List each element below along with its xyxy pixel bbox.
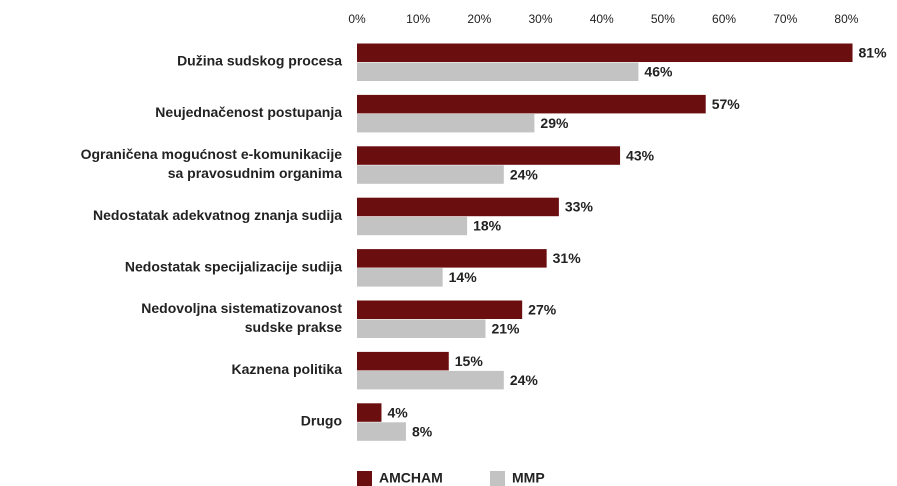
bar — [357, 216, 468, 236]
legend-swatch — [357, 471, 372, 486]
value-label: 31% — [553, 250, 582, 266]
category-label: Ograničena mogućnost e-komunikacije — [81, 146, 343, 162]
category-label: Neujednačenost postupanja — [155, 104, 342, 120]
value-label: 4% — [387, 404, 408, 420]
category-label: Nedostatak specijalizacije sudija — [125, 258, 342, 274]
value-label: 33% — [565, 199, 594, 215]
category-label: sudske prakse — [245, 319, 342, 335]
bar — [357, 300, 523, 319]
category-label: Dužina sudskog procesa — [177, 53, 342, 69]
bar — [357, 268, 443, 287]
category-label: Nedovoljna sistematizovanost — [141, 300, 342, 316]
category-label: Kaznena politika — [232, 361, 343, 377]
x-tick-label: 60% — [712, 12, 736, 26]
category-label: Drugo — [301, 413, 342, 429]
value-label: 18% — [473, 218, 502, 234]
bar — [357, 165, 504, 184]
value-label: 14% — [449, 269, 478, 285]
value-label: 43% — [626, 147, 655, 163]
legend-label: AMCHAM — [379, 470, 443, 486]
legend-swatch — [490, 471, 505, 486]
value-label: 27% — [528, 301, 557, 317]
bar — [357, 249, 547, 268]
x-tick-label: 50% — [651, 12, 675, 26]
legend-label: MMP — [512, 470, 545, 486]
bar — [357, 43, 853, 62]
bar — [357, 403, 382, 422]
bar — [357, 113, 535, 133]
value-label: 29% — [540, 115, 569, 131]
bar — [357, 351, 449, 371]
category-label: Nedostatak adekvatnog znanja sudija — [93, 207, 342, 223]
x-tick-label: 0% — [348, 12, 366, 26]
bar — [357, 94, 706, 114]
category-label: sa pravosudnim organima — [168, 165, 342, 181]
value-label: 24% — [510, 166, 539, 182]
value-label: 57% — [712, 96, 741, 112]
x-tick-label: 80% — [834, 12, 858, 26]
x-tick-label: 70% — [773, 12, 797, 26]
value-label: 81% — [859, 44, 888, 60]
x-tick-label: 40% — [590, 12, 614, 26]
value-label: 8% — [412, 423, 433, 439]
bar — [357, 319, 486, 338]
bar — [357, 146, 621, 165]
bar — [357, 62, 639, 81]
x-tick-label: 10% — [406, 12, 430, 26]
x-tick-label: 20% — [467, 12, 491, 26]
value-label: 24% — [510, 372, 539, 388]
bar — [357, 370, 504, 390]
value-label: 21% — [491, 320, 520, 336]
x-tick-label: 30% — [529, 12, 553, 26]
bar — [357, 197, 559, 217]
value-label: 46% — [644, 63, 673, 79]
value-label: 15% — [455, 353, 484, 369]
bar — [357, 422, 406, 441]
